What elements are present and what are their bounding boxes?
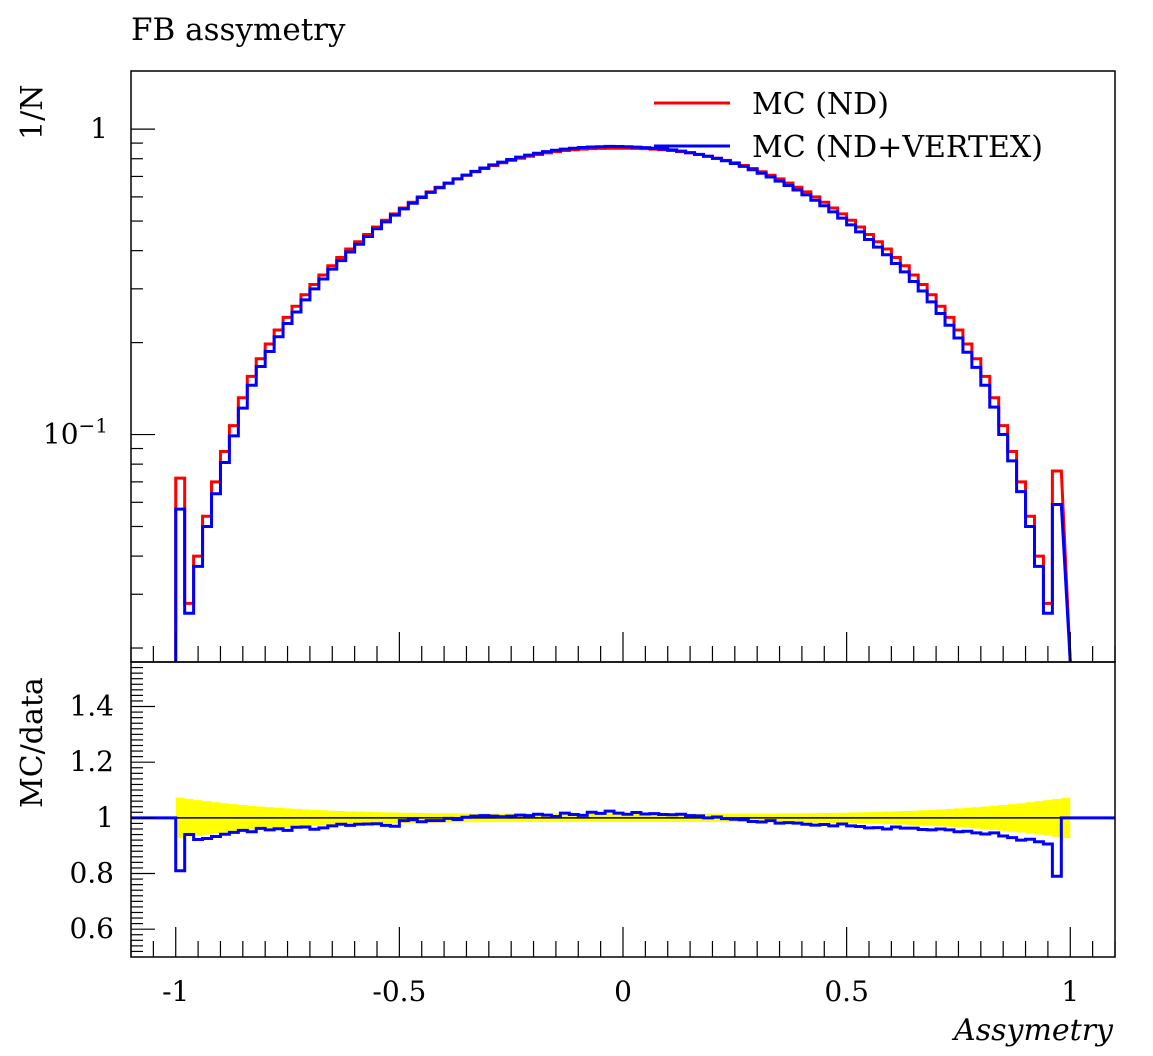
x-tick-label: 0 [614, 975, 632, 1008]
lower-y-axis-title: MC/data [15, 677, 50, 808]
chart-title: FB assymetry [131, 12, 346, 48]
x-tick-label: 1 [1061, 975, 1079, 1008]
series-mc-nd [174, 146, 1072, 663]
lower-y-tick-label: 1.4 [69, 690, 114, 723]
lower-y-tick-label: 0.6 [69, 912, 114, 945]
axes-group [130, 70, 1116, 958]
upper-y-tick-label: 1 [90, 112, 108, 145]
lower-y-tick-label: 1.2 [69, 745, 114, 778]
x-tick-label: 0.5 [824, 975, 869, 1008]
upper-y-tick-label: 10−1 [43, 414, 108, 451]
x-axis-title: Assymetry [951, 1013, 1114, 1048]
x-tick-label: -0.5 [372, 975, 426, 1008]
ratio-series-group [131, 809, 1115, 878]
lower-y-tick-label: 1 [96, 801, 114, 834]
legend-label: MC (ND+VERTEX) [752, 130, 1043, 165]
lower-y-tick-label: 0.8 [69, 857, 114, 890]
upper-y-axis-title: 1/N [15, 85, 50, 140]
series-mc-nd-vertex [174, 144, 1072, 663]
x-tick-label: -1 [162, 975, 189, 1008]
legend-label: MC (ND) [752, 87, 889, 122]
upper-series-group [174, 144, 1072, 663]
ratio-series [131, 809, 1115, 878]
tick-labels-group: 1 10−1 0.6 0.8 1 1.2 1.4 -1 -0.5 0 0.5 1 1/N MC/data A… [15, 85, 1114, 1048]
legend: MC (ND) MC (ND+VERTEX) [654, 87, 1043, 165]
